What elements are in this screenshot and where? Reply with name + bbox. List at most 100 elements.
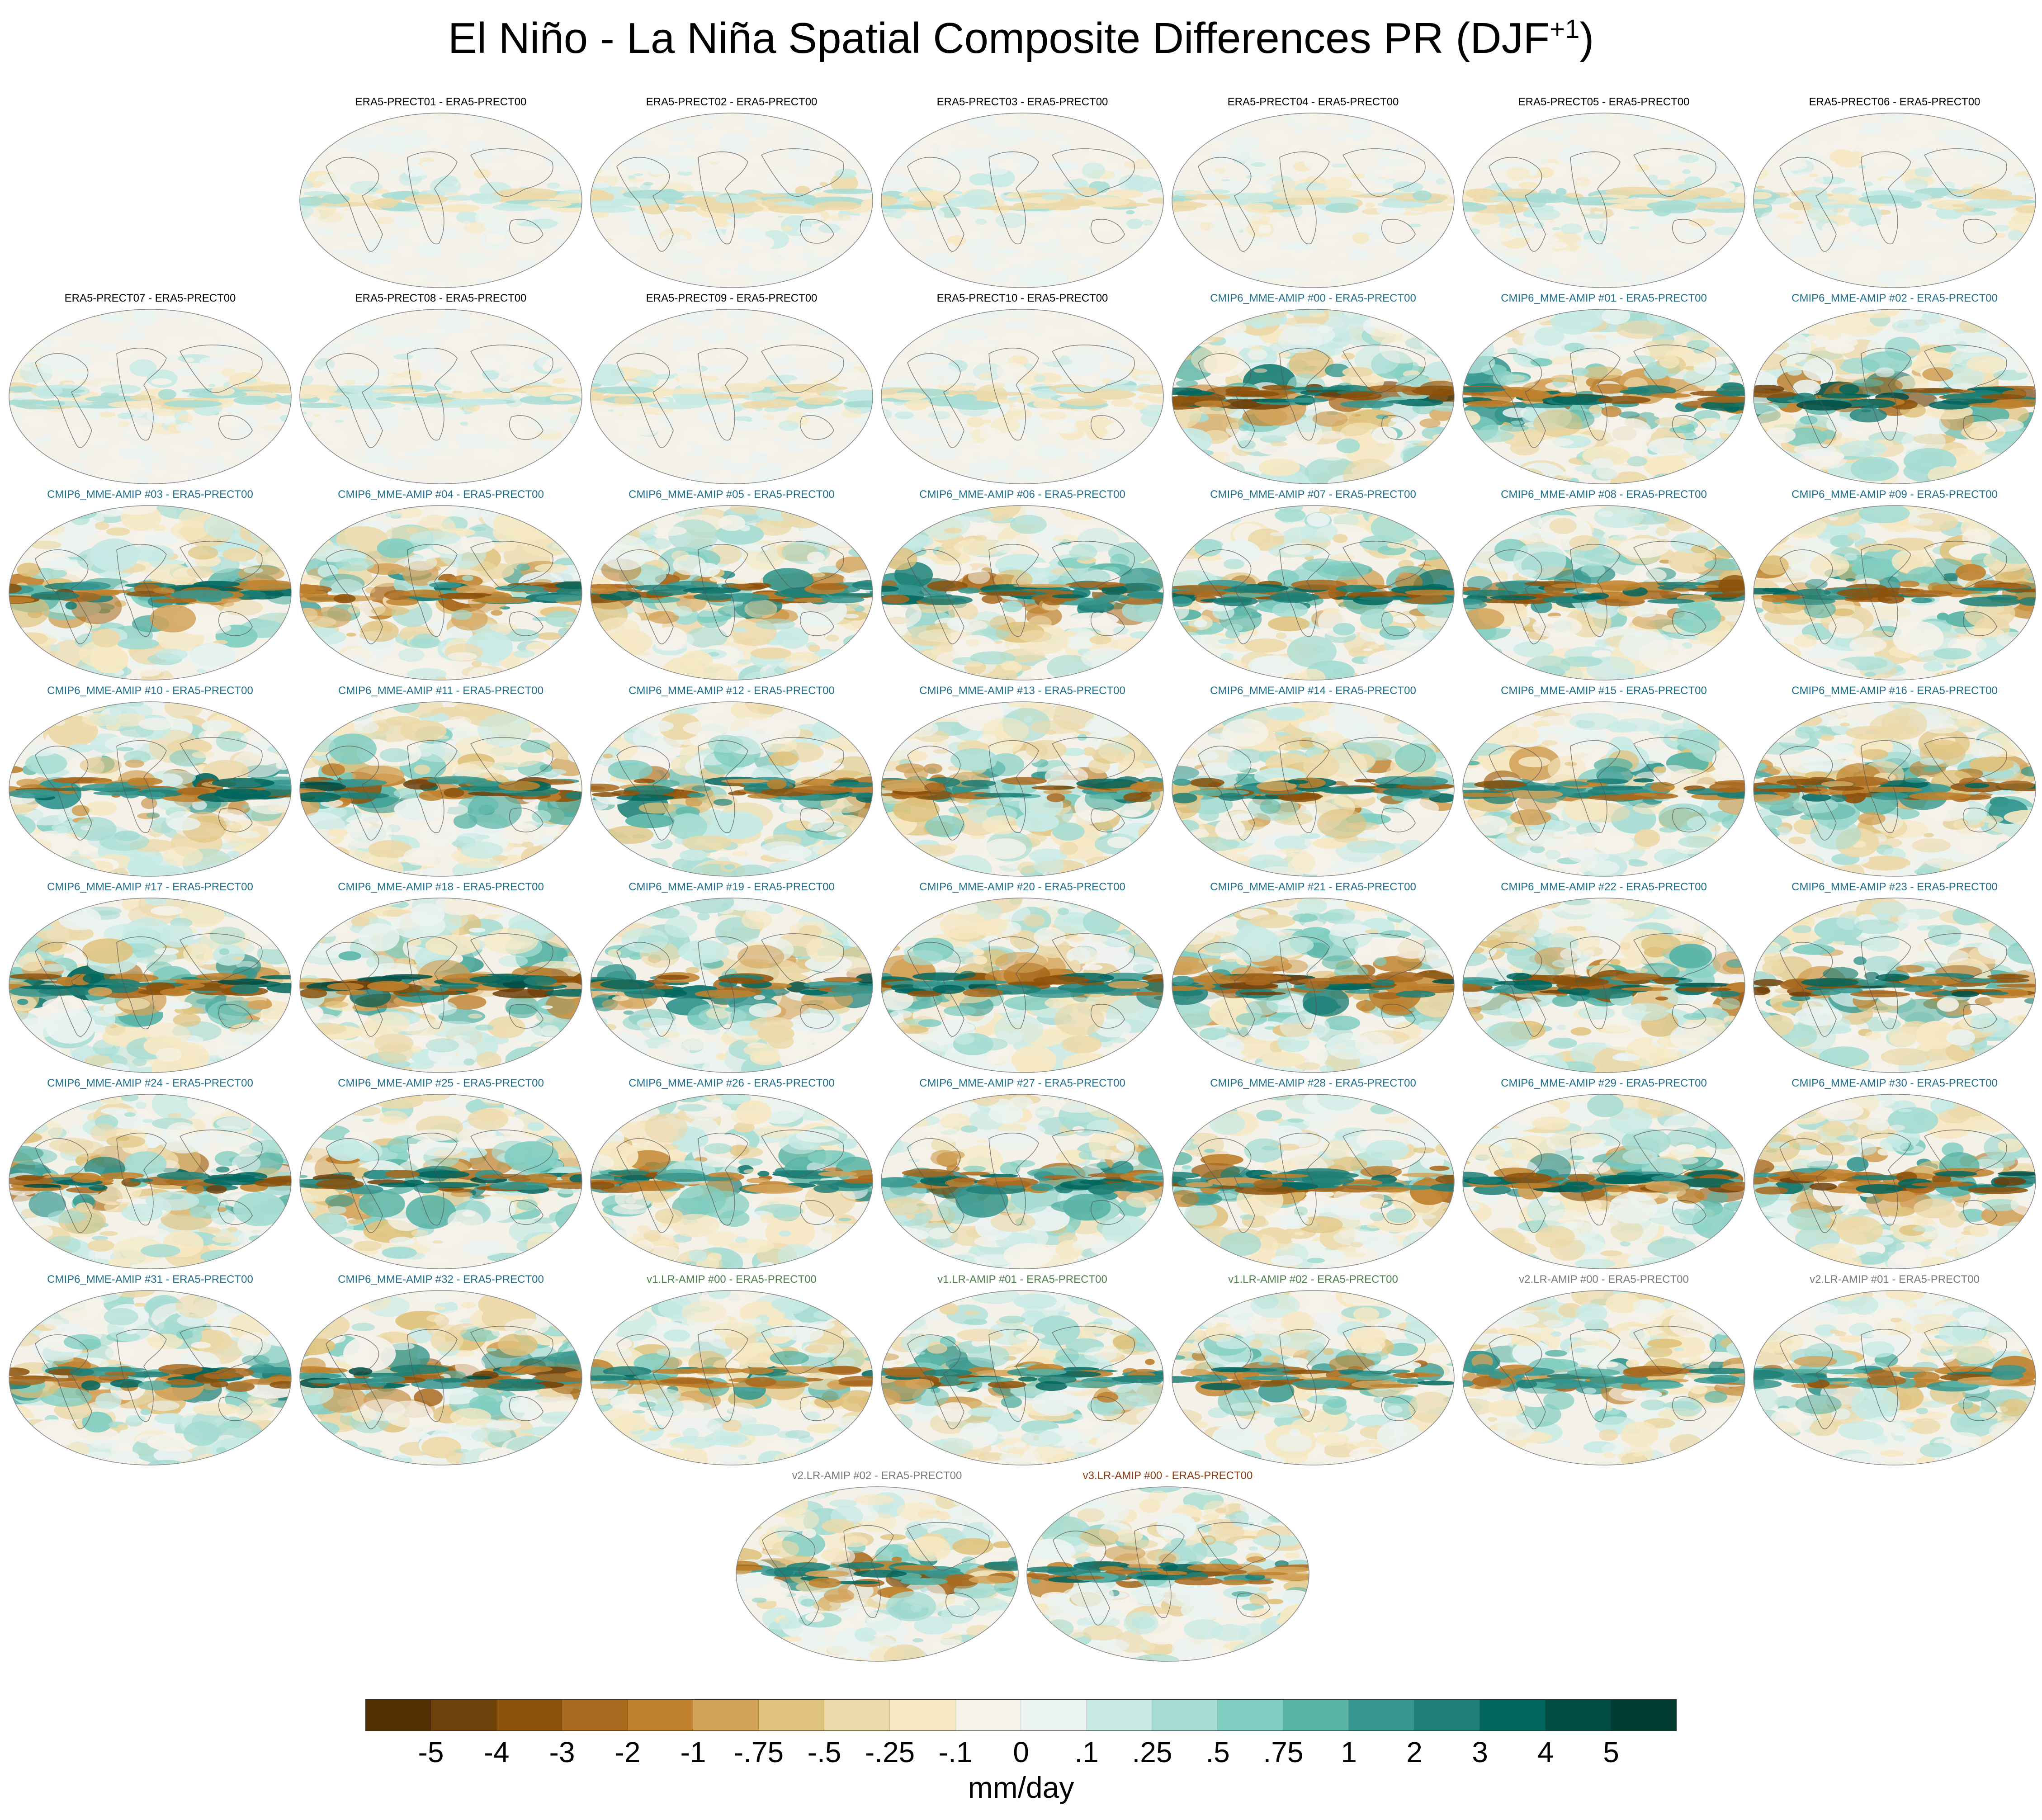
map-panel: CMIP6_MME-AMIP #24 - ERA5-PRECT00 <box>8 1077 292 1272</box>
map-border <box>9 505 292 681</box>
coastline <box>1052 148 1135 197</box>
map-image <box>1753 701 2036 877</box>
coastline <box>1570 740 1621 833</box>
panel-title: ERA5-PRECT10 - ERA5-PRECT00 <box>936 292 1108 304</box>
map-panel: CMIP6_MME-AMIP #02 - ERA5-PRECT00 <box>1753 292 2037 487</box>
coastline <box>116 347 167 441</box>
map-panel: CMIP6_MME-AMIP #31 - ERA5-PRECT00 <box>8 1273 292 1469</box>
map-image <box>1462 898 1745 1073</box>
coastline <box>799 1004 834 1029</box>
coastline <box>799 808 834 832</box>
coastline <box>407 936 458 1030</box>
coastline <box>907 942 964 1037</box>
coastline <box>1924 737 2007 785</box>
map-image <box>1753 113 2036 288</box>
map-panel: CMIP6_MME-AMIP #08 - ERA5-PRECT00 <box>1462 488 1746 684</box>
coastline <box>799 415 834 440</box>
panel-title: CMIP6_MME-AMIP #19 - ERA5-PRECT00 <box>629 881 835 893</box>
coastline <box>1779 942 1837 1037</box>
coastline <box>988 740 1039 833</box>
coastline <box>616 353 674 448</box>
coastline <box>761 541 844 589</box>
map-image <box>590 1290 873 1465</box>
panel-title: ERA5-PRECT05 - ERA5-PRECT00 <box>1518 96 1690 108</box>
coastline <box>1090 219 1125 244</box>
panel-title: CMIP6_MME-AMIP #13 - ERA5-PRECT00 <box>919 685 1125 697</box>
coastline <box>1570 1132 1621 1226</box>
map-field <box>1754 702 2036 876</box>
coastline <box>326 549 383 644</box>
map-border <box>9 1094 292 1269</box>
coastline <box>116 1132 167 1226</box>
coastline <box>761 1531 819 1626</box>
map-panel: CMIP6_MME-AMIP #21 - ERA5-PRECT00 <box>1171 881 1455 1076</box>
coastline <box>1779 1334 1837 1429</box>
coastline <box>1489 549 1546 644</box>
map-image <box>1462 1094 1745 1269</box>
map-panel: CMIP6_MME-AMIP #18 - ERA5-PRECT00 <box>299 881 583 1076</box>
coastline <box>616 549 674 644</box>
map-panel: v1.LR-AMIP #01 - ERA5-PRECT00 <box>880 1273 1164 1469</box>
coastline <box>799 219 834 244</box>
coastline <box>1052 933 1135 982</box>
coastline <box>1924 933 2007 982</box>
colorbar-tick-label: 2 <box>1406 1736 1423 1768</box>
panel-title: CMIP6_MME-AMIP #29 - ERA5-PRECT00 <box>1501 1077 1707 1089</box>
coastline <box>470 933 553 982</box>
map-border <box>1172 505 1455 681</box>
panel-title: CMIP6_MME-AMIP #15 - ERA5-PRECT00 <box>1501 685 1707 697</box>
coastline <box>945 1593 980 1617</box>
map-panel: v1.LR-AMIP #00 - ERA5-PRECT00 <box>590 1273 874 1469</box>
map-border <box>590 898 873 1073</box>
panel-title: CMIP6_MME-AMIP #21 - ERA5-PRECT00 <box>1210 881 1416 893</box>
panel-title: CMIP6_MME-AMIP #27 - ERA5-PRECT00 <box>919 1077 1125 1089</box>
map-image <box>9 1290 292 1465</box>
map-image <box>1462 1290 1745 1465</box>
coastline <box>407 151 458 245</box>
coastline <box>1052 1326 1135 1374</box>
coastline <box>698 936 748 1030</box>
map-image <box>590 701 873 877</box>
map-border <box>1753 113 2036 288</box>
coastline <box>907 1138 964 1233</box>
coastline <box>1633 1326 1716 1374</box>
coastline <box>1489 157 1546 252</box>
coastline <box>907 746 964 841</box>
map-field <box>1754 113 2036 288</box>
coastline <box>1381 219 1416 244</box>
coastline <box>1924 541 2007 589</box>
coastline <box>1381 611 1416 636</box>
map-border <box>590 113 873 288</box>
colorbar-tick-label: -5 <box>418 1736 444 1768</box>
map-image <box>299 505 582 681</box>
map-border <box>299 701 582 877</box>
map-border <box>881 898 1164 1073</box>
coastline <box>35 1334 92 1429</box>
coastline <box>218 1200 253 1225</box>
coastline <box>698 740 748 833</box>
coastline <box>1672 1200 1706 1225</box>
coastline <box>407 1132 458 1226</box>
map-panel: CMIP6_MME-AMIP #23 - ERA5-PRECT00 <box>1753 881 2037 1076</box>
coastline <box>907 1334 964 1429</box>
coastline <box>906 1522 989 1570</box>
map-image <box>881 113 1164 288</box>
coastline <box>1962 1396 1997 1421</box>
coastline <box>698 151 748 245</box>
map-panel: ERA5-PRECT05 - ERA5-PRECT00 <box>1462 96 1746 291</box>
coastline <box>988 544 1039 637</box>
coastline <box>1924 1130 2007 1178</box>
coastline <box>470 541 553 589</box>
map-image <box>881 898 1164 1073</box>
map-image <box>1026 1486 1309 1662</box>
map-border <box>881 701 1164 877</box>
panel-title: CMIP6_MME-AMIP #23 - ERA5-PRECT00 <box>1791 881 1998 893</box>
coastline <box>1570 544 1621 637</box>
colorbar-tick-label: 3 <box>1472 1736 1488 1768</box>
map-border <box>1753 898 2036 1073</box>
coastline <box>1198 549 1255 644</box>
coastline <box>35 1138 92 1233</box>
map-field <box>300 898 582 1073</box>
map-panel: CMIP6_MME-AMIP #09 - ERA5-PRECT00 <box>1753 488 2037 684</box>
map-image <box>1462 309 1745 484</box>
